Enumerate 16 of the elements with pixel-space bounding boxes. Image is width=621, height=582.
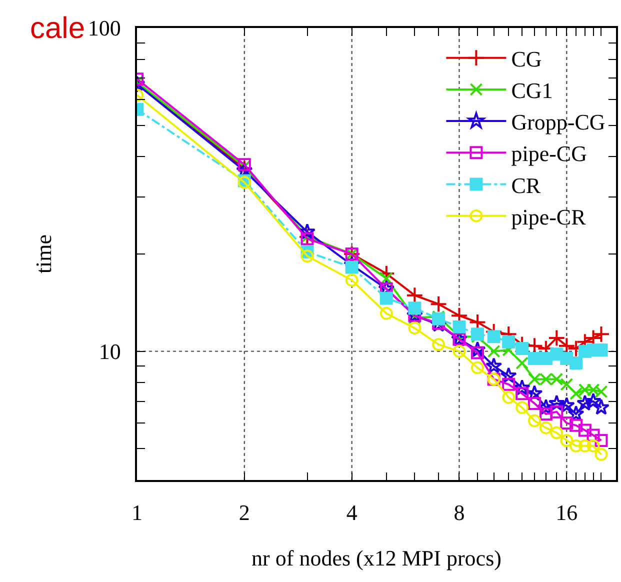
x-tick-label: 16: [556, 500, 578, 526]
legend-label: CG: [511, 46, 542, 72]
legend-label: CG1: [511, 78, 553, 104]
text: cale: [30, 12, 86, 45]
legend-label: pipe-CG: [511, 141, 588, 166]
x-tick-label: 2: [238, 500, 250, 526]
legend-label: Gropp-CG: [511, 110, 606, 135]
y-tick-label: 10: [98, 339, 121, 364]
legend-label: pipe-CR: [511, 204, 586, 230]
x-tick-label: 4: [346, 500, 358, 526]
x-tick-label: 8: [454, 500, 465, 526]
y-tick-label: 100: [88, 16, 121, 41]
x-axis-title: nr of nodes (x12 MPI procs): [252, 546, 502, 571]
x-tick-label: 1: [132, 500, 142, 526]
legend-label: CR: [511, 172, 541, 198]
y-axis-title: time: [31, 234, 56, 274]
